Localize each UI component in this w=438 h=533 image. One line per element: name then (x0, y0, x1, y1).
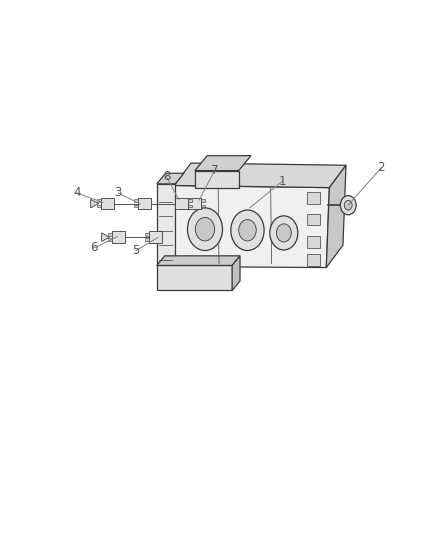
Text: 4: 4 (73, 187, 81, 199)
Bar (188, 198, 201, 209)
Text: 6: 6 (90, 241, 98, 254)
Text: 5: 5 (132, 244, 139, 257)
Text: 3: 3 (115, 187, 122, 199)
Polygon shape (157, 256, 240, 265)
Bar (307, 214, 320, 225)
Text: 8: 8 (163, 171, 170, 183)
Polygon shape (326, 165, 346, 268)
Circle shape (270, 216, 298, 250)
Circle shape (231, 210, 264, 251)
Bar (108, 233, 112, 236)
Polygon shape (232, 256, 240, 290)
Bar (134, 205, 138, 207)
Bar (134, 199, 138, 202)
Bar (138, 198, 151, 209)
Bar (145, 233, 149, 236)
Circle shape (195, 217, 215, 241)
Polygon shape (195, 171, 239, 188)
Polygon shape (171, 185, 329, 268)
Polygon shape (195, 156, 251, 171)
Circle shape (239, 220, 256, 241)
Circle shape (187, 208, 223, 251)
Circle shape (276, 224, 291, 242)
Bar (307, 192, 320, 204)
Polygon shape (157, 173, 184, 184)
Polygon shape (91, 199, 99, 208)
Bar (201, 199, 205, 202)
Text: 2: 2 (377, 161, 385, 174)
Circle shape (340, 196, 356, 215)
Circle shape (344, 200, 352, 210)
Text: 1: 1 (279, 175, 286, 188)
Bar (201, 205, 205, 207)
Bar (97, 205, 101, 207)
Text: 7: 7 (211, 164, 219, 177)
Bar (149, 231, 162, 243)
Bar (112, 231, 125, 243)
Bar (108, 238, 112, 241)
Bar (307, 254, 320, 266)
Bar (101, 198, 114, 209)
Bar (188, 199, 192, 202)
Bar (97, 199, 101, 202)
Bar (307, 236, 320, 248)
Polygon shape (174, 163, 346, 188)
Bar (175, 198, 188, 209)
Polygon shape (157, 184, 175, 266)
Polygon shape (157, 265, 232, 290)
Bar (145, 238, 149, 241)
Bar (188, 205, 192, 207)
Polygon shape (102, 233, 110, 241)
